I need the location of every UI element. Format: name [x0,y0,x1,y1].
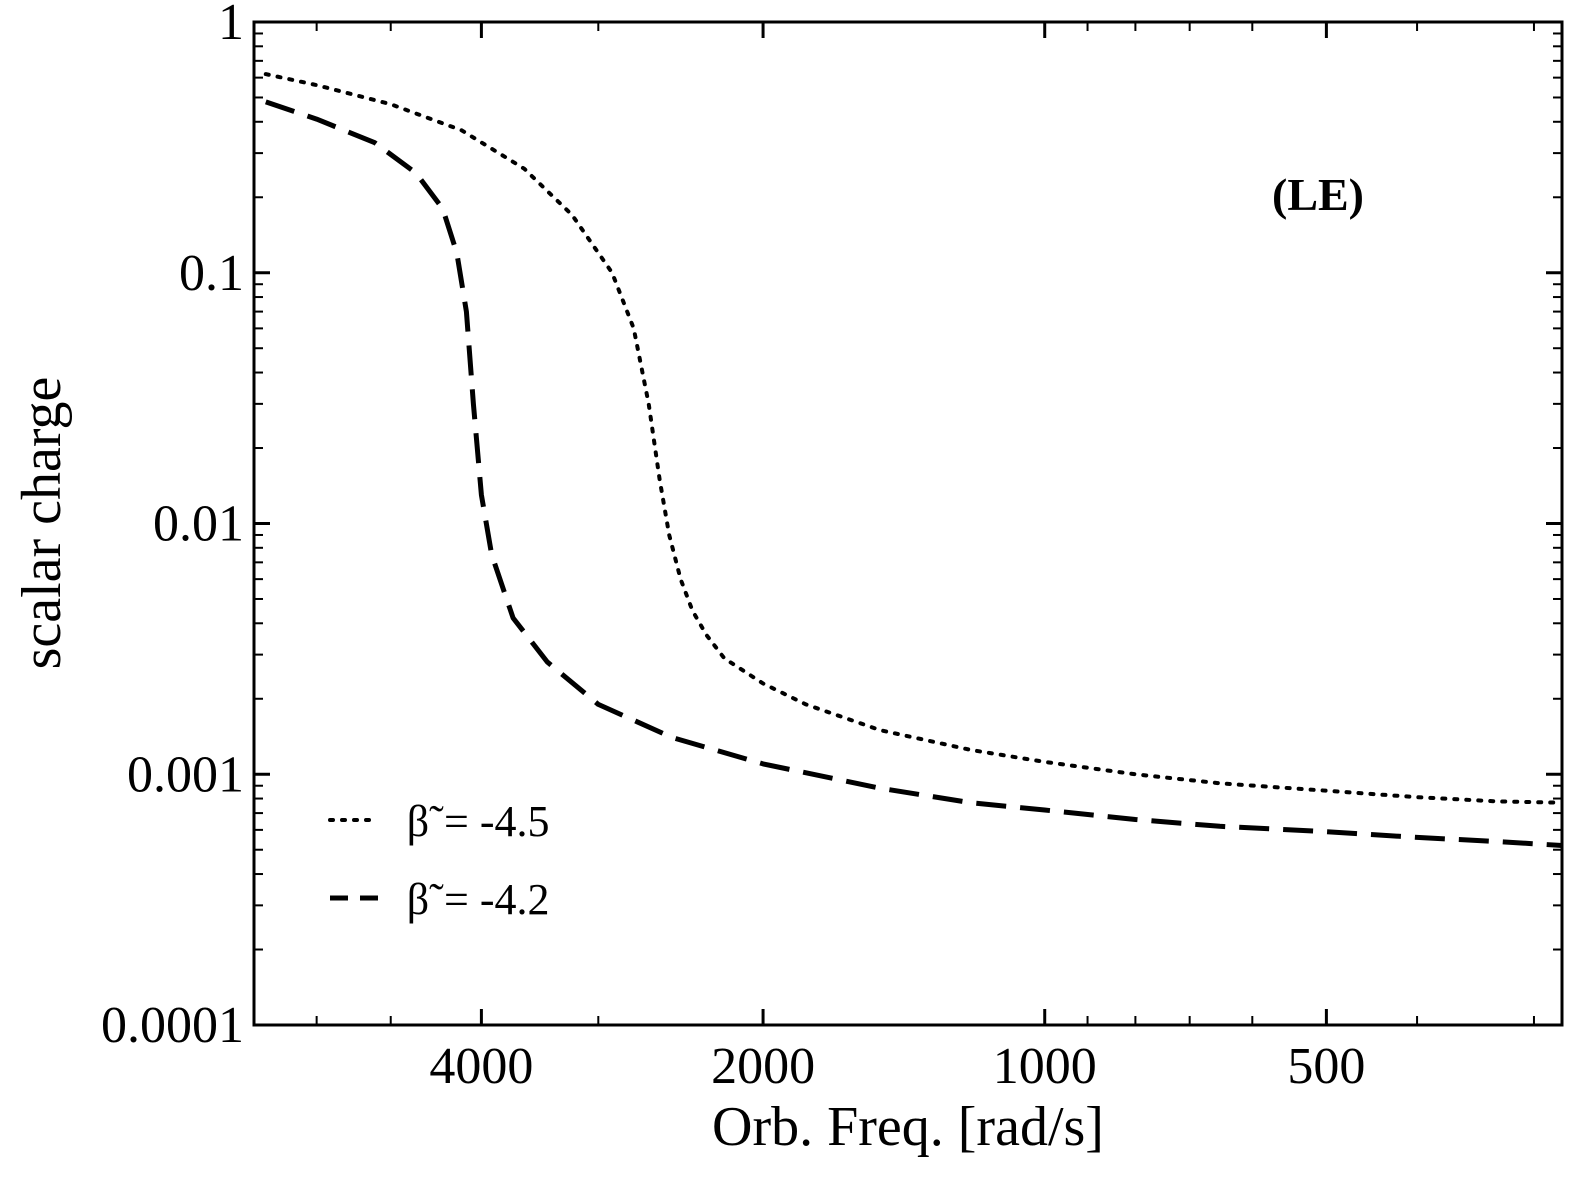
series-line-2-dashed [264,99,1563,848]
legend: β̃ = -4.5 β̃ = -4.2 [328,797,549,924]
legend-value-1: = -4.5 [444,797,549,846]
y-tick-label: 0.01 [153,496,244,553]
legend-entry-1: β̃ = -4.5 [328,797,549,846]
x-tick-label: 1000 [993,1038,1097,1095]
y-axis-title: scalar charge [11,377,73,670]
legend-value-2: = -4.2 [444,875,549,924]
x-tick-label: 500 [1287,1038,1365,1095]
y-tick-label: 0.001 [127,746,244,803]
y-tick-label: 0.1 [179,245,244,302]
series-line-1-dotted [263,72,1564,805]
x-tick-label: 2000 [711,1038,815,1095]
plot-frame [252,20,1564,1027]
legend-entry-2: β̃ = -4.2 [330,875,549,924]
tick-labels: 1 0.1 0.01 0.001 0.0001 4000 2000 1000 500 [101,0,1365,1095]
y-tick-label: 0.0001 [101,997,244,1054]
series-lines [263,72,1564,848]
x-tick-label: 4000 [429,1038,533,1095]
legend-symbol-2: β̃ [407,875,444,924]
legend-symbol-1: β̃ [407,797,444,846]
x-axis-title: Orb. Freq. [rad/s] [712,1096,1104,1158]
y-tick-label: 1 [218,0,244,51]
annotation-label: (LE) [1272,169,1364,220]
